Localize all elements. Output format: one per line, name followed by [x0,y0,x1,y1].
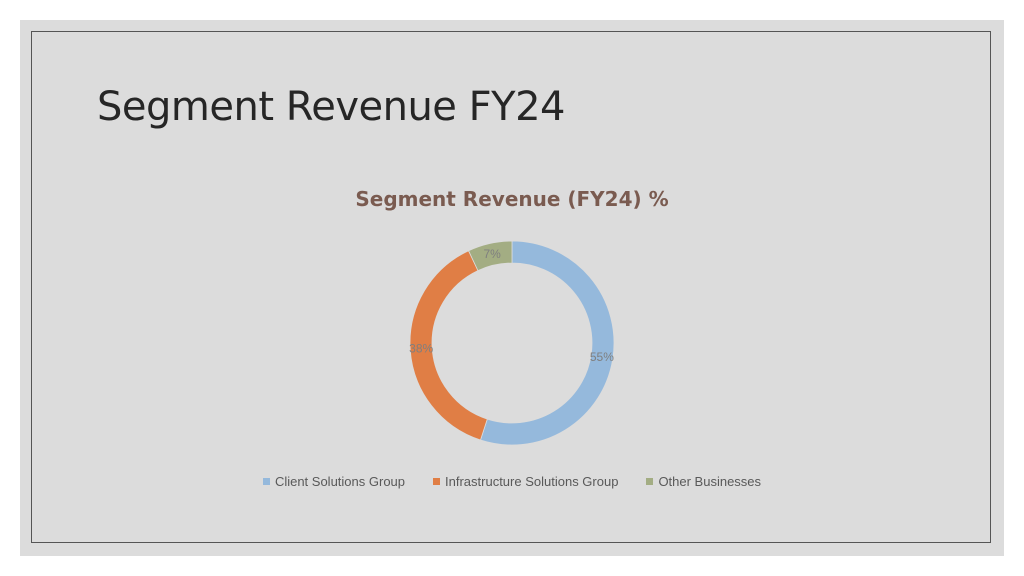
data-label-3: 7% [483,247,501,261]
chart-title: Segment Revenue (FY24) % [355,187,668,211]
data-label-1: 55% [590,350,614,364]
slide-background [20,20,1004,556]
legend-item-2: Infrastructure Solutions Group [433,474,618,489]
slide-frame [31,31,991,543]
legend-label: Client Solutions Group [274,474,406,489]
donut-slice-3 [468,240,513,272]
legend-swatch [262,478,270,485]
legend-item-1: Client Solutions Group [262,474,406,489]
donut-slice-1 [479,240,615,446]
chart-legend: Client Solutions Group Infrastructure Sol… [0,474,1024,489]
donut-slices [409,240,615,446]
legend-item-3: Other Businesses [646,474,761,489]
legend-swatch [646,478,654,485]
slide-title: Segment Revenue FY24 [97,84,565,130]
legend-label: Other Businesses [658,474,762,489]
legend-swatch [433,478,441,485]
legend-label: Infrastructure Solutions Group [445,474,619,489]
donut-data-labels: 55% 38% 7% [409,247,614,364]
data-label-2: 38% [409,342,433,356]
